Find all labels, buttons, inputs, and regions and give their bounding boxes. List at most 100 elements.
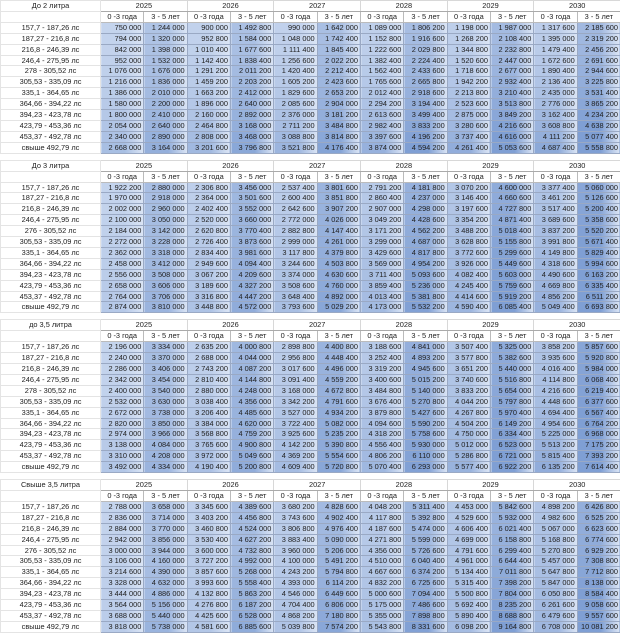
price-cell: 3 738 000 xyxy=(144,407,187,418)
price-cell: 4 732 800 xyxy=(231,545,274,556)
price-cell: 2 011 200 xyxy=(231,66,274,77)
price-cell: 5 134 400 xyxy=(447,567,490,578)
price-cell: 3 050 000 xyxy=(144,215,187,226)
age-subheader: 0 -3 года xyxy=(274,171,317,182)
price-cell: 4 026 000 xyxy=(317,215,360,226)
price-cell: 4 572 000 xyxy=(231,302,274,313)
price-cell: 6 149 200 xyxy=(491,418,534,429)
price-cell: 3 354 200 xyxy=(447,215,490,226)
price-cell: 6 335 400 xyxy=(577,280,620,291)
price-cell: 5 842 600 xyxy=(491,501,534,512)
price-cell: 1 942 200 xyxy=(447,77,490,88)
price-cell: 2 319 200 xyxy=(577,33,620,44)
price-cell: 2 711 200 xyxy=(274,120,317,131)
price-cell: 4 243 200 xyxy=(274,567,317,578)
power-range-label: 187,27 - 216,8 лс xyxy=(1,353,101,364)
age-subheader: 0 -3 года xyxy=(187,171,230,182)
price-cell: 1 479 400 xyxy=(534,44,577,55)
price-cell: 2 400 000 xyxy=(101,385,144,396)
year-header: 2026 xyxy=(187,320,274,331)
price-cell: 5 270 800 xyxy=(534,545,577,556)
power-range-label: свыше 492,79 лс xyxy=(1,302,101,313)
price-cell: 3 488 200 xyxy=(447,226,490,237)
price-cell: 750 000 xyxy=(101,22,144,33)
power-range-label: 335,1 - 364,65 лс xyxy=(1,567,101,578)
price-cell: 5 726 600 xyxy=(404,545,447,556)
price-cell: 3 907 200 xyxy=(317,204,360,215)
price-cell: 7 712 800 xyxy=(577,567,620,578)
price-cell: 6 449 600 xyxy=(317,589,360,600)
price-cell: 3 688 000 xyxy=(101,610,144,621)
power-range-label: 246,4 - 275,95 лс xyxy=(1,534,101,545)
price-cell: 2 688 000 xyxy=(187,353,230,364)
year-header: 2028 xyxy=(361,480,448,491)
price-cell: 1 806 200 xyxy=(404,22,447,33)
price-cell: 4 016 400 xyxy=(534,364,577,375)
power-range-label: 305,53 - 335,09 лс xyxy=(1,237,101,248)
price-cell: 4 013 400 xyxy=(361,291,404,302)
power-range-label: 453,37 - 492,78 лс xyxy=(1,610,101,621)
price-cell: 3 484 800 xyxy=(361,385,404,396)
age-subheader: 3 - 5 лет xyxy=(231,11,274,22)
price-cell: 2 672 000 xyxy=(101,407,144,418)
price-cell: 3 507 400 xyxy=(447,342,490,353)
price-cell: 4 393 000 xyxy=(274,578,317,589)
price-cell: 5 558 400 xyxy=(231,578,274,589)
price-cell: 7 308 800 xyxy=(577,556,620,567)
price-cell: 8 138 000 xyxy=(577,578,620,589)
age-subheader: 0 -3 года xyxy=(534,331,577,342)
price-cell: 4 892 000 xyxy=(317,291,360,302)
price-cell: 3 883 400 xyxy=(274,534,317,545)
price-cell: 6 511 200 xyxy=(577,291,620,302)
price-cell: 4 490 600 xyxy=(534,269,577,280)
price-cell: 4 318 600 xyxy=(534,258,577,269)
price-cell: 1 970 000 xyxy=(101,193,144,204)
age-subheader: 3 - 5 лет xyxy=(144,490,187,501)
price-cell: 2 376 000 xyxy=(274,110,317,121)
price-cell: 2 677 000 xyxy=(491,66,534,77)
price-cell: 4 248 000 xyxy=(231,385,274,396)
price-cell: 1 395 000 xyxy=(534,33,577,44)
age-subheader: 0 -3 года xyxy=(534,490,577,501)
price-cell: 3 577 800 xyxy=(447,353,490,364)
price-cell: 4 084 000 xyxy=(144,440,187,451)
year-header: 2027 xyxy=(274,320,361,331)
price-cell: 4 144 800 xyxy=(231,374,274,385)
price-cell: 2 791 200 xyxy=(361,182,404,193)
year-header: 2028 xyxy=(361,1,448,12)
price-cell: 3 608 800 xyxy=(534,120,577,131)
price-cell: 1 718 600 xyxy=(447,66,490,77)
year-header: 2026 xyxy=(187,1,274,12)
price-cell: 4 216 600 xyxy=(534,385,577,396)
price-cell: 5 890 400 xyxy=(447,610,490,621)
price-cell: 3 714 000 xyxy=(144,512,187,523)
price-cell: 4 806 200 xyxy=(361,451,404,462)
price-cell: 7 398 200 xyxy=(491,578,534,589)
price-cell: 3 833 200 xyxy=(404,120,447,131)
power-range-label: свыше 492,79 лс xyxy=(1,462,101,473)
age-subheader: 3 - 5 лет xyxy=(577,11,620,22)
price-cell: 1 663 200 xyxy=(187,88,230,99)
power-range-label: 305,53 - 335,09 лс xyxy=(1,556,101,567)
price-cell: 5 235 200 xyxy=(317,429,360,440)
price-cell: 2 892 000 xyxy=(231,110,274,121)
price-cell: 3 070 200 xyxy=(447,182,490,193)
price-cell: 4 616 000 xyxy=(491,131,534,142)
power-range-label: 278 - 305,52 лс xyxy=(1,66,101,77)
price-cell: 4 868 200 xyxy=(274,610,317,621)
price-cell: 4 893 200 xyxy=(404,353,447,364)
year-header: 2030 xyxy=(534,160,620,171)
price-cell: 4 630 600 xyxy=(317,269,360,280)
price-cell: 4 524 000 xyxy=(231,523,274,534)
price-cell: 3 630 000 xyxy=(144,396,187,407)
price-cell: 4 117 800 xyxy=(361,512,404,523)
price-cell: 4 044 200 xyxy=(447,396,490,407)
